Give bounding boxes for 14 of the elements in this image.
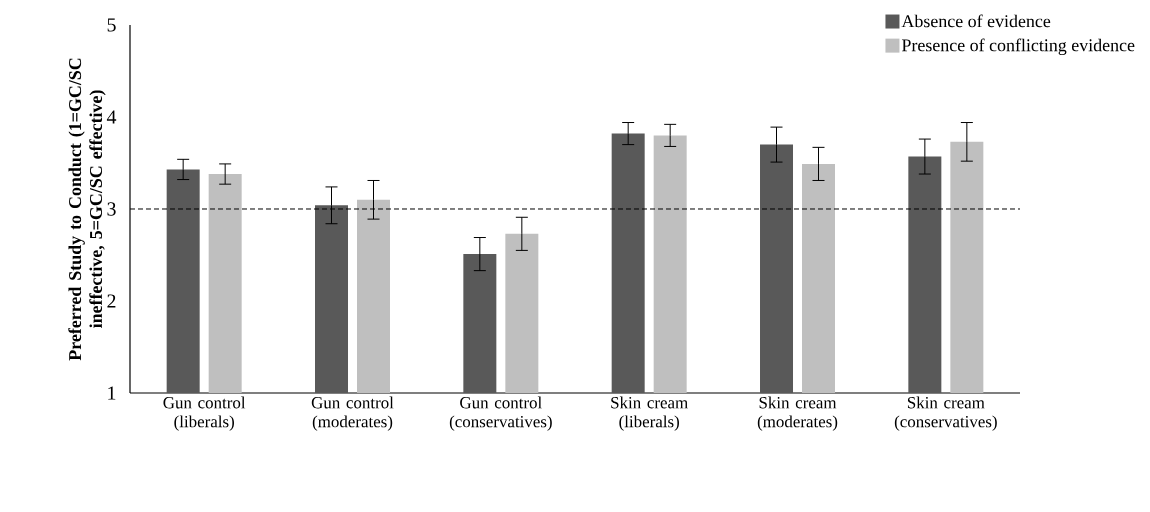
- y-tick-label: 3: [107, 202, 116, 216]
- y-tick-label: 2: [107, 294, 116, 308]
- y-tick-label: 1: [108, 386, 116, 400]
- x-tick-label: Skin cream (moderates): [757, 396, 838, 431]
- y-tick-label: 5: [107, 18, 116, 32]
- x-tick-label: Gun control (moderates): [311, 396, 394, 431]
- legend-label: Absence of evidence: [901, 14, 1051, 28]
- x-tick-label: Gun control (liberals): [163, 396, 246, 431]
- y-tick-label: 4: [106, 110, 117, 124]
- y-axis-title: Preferred Study to Conduct (1=GC/SC ineffective, 5=GC/SC effective): [68, 58, 106, 361]
- x-tick-label: Skin cream (conservatives): [894, 396, 997, 431]
- x-tick-label: Gun control (conservatives): [449, 396, 552, 431]
- x-tick-label: Skin cream (liberals): [611, 396, 688, 431]
- legend-label: Presence of conflicting evidence: [901, 38, 1135, 56]
